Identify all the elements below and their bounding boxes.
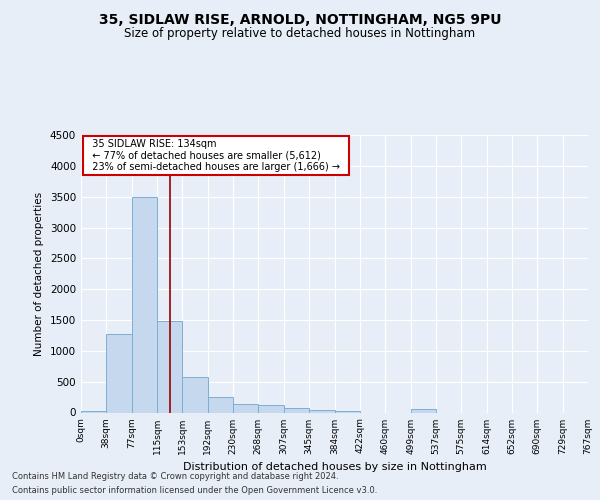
X-axis label: Distribution of detached houses by size in Nottingham: Distribution of detached houses by size … (182, 462, 487, 472)
Bar (132, 196, 157, 412)
Y-axis label: Number of detached properties: Number of detached properties (34, 192, 44, 356)
Bar (157, 321, 182, 412)
Text: Size of property relative to detached houses in Nottingham: Size of property relative to detached ho… (124, 28, 476, 40)
Bar (182, 376, 208, 412)
Text: Contains HM Land Registry data © Crown copyright and database right 2024.: Contains HM Land Registry data © Crown c… (12, 472, 338, 481)
Text: Contains public sector information licensed under the Open Government Licence v3: Contains public sector information licen… (12, 486, 377, 495)
Bar (106, 334, 131, 412)
Bar (208, 397, 233, 412)
Bar (259, 405, 284, 412)
Text: 35, SIDLAW RISE, ARNOLD, NOTTINGHAM, NG5 9PU: 35, SIDLAW RISE, ARNOLD, NOTTINGHAM, NG5… (99, 12, 501, 26)
Bar (284, 408, 309, 412)
Bar (411, 410, 436, 412)
Text: 35 SIDLAW RISE: 134sqm  
  ← 77% of detached houses are smaller (5,612)  
  23% : 35 SIDLAW RISE: 134sqm ← 77% of detached… (86, 139, 346, 172)
Bar (82, 410, 106, 412)
Bar (310, 410, 335, 412)
Bar (233, 404, 258, 412)
Bar (335, 411, 359, 412)
